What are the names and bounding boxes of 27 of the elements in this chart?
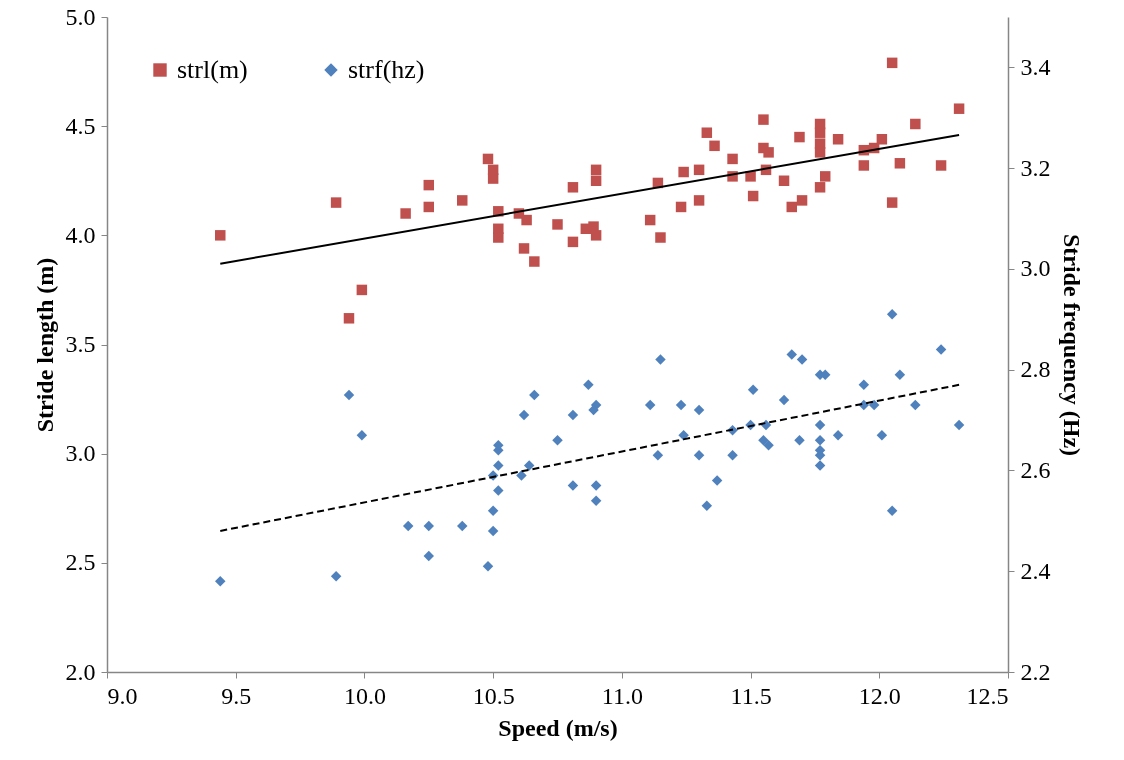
y-tick-label: 4.0 — [65, 221, 96, 248]
y2-tick-label: 3.2 — [1020, 154, 1051, 181]
y2-tick-label: 3.4 — [1020, 53, 1051, 80]
x-tick-label: 12.5 — [966, 682, 1009, 709]
x-tick-label: 10.5 — [472, 682, 515, 709]
y-tick-label: 3.5 — [65, 331, 96, 357]
x-tick-label: 12.0 — [858, 682, 901, 709]
y-tick-label: 4.5 — [65, 112, 96, 139]
x-tick-label: 9.5 — [221, 682, 252, 709]
y-tick-label: 2.5 — [65, 549, 96, 576]
y-tick-label: 5.0 — [65, 3, 96, 30]
y2-tick-label: 3.0 — [1020, 255, 1051, 282]
x-tick-label: 11.5 — [730, 682, 772, 709]
y2-axis-title: Stride frequency (Hz) — [1058, 233, 1085, 457]
legend-label: strf(hz) — [348, 55, 425, 84]
x-tick-label: 9.0 — [107, 682, 138, 709]
y2-tick-label: 2.8 — [1020, 356, 1051, 383]
y-axis-title: Stride length (m) — [31, 257, 58, 433]
y2-tick-label: 2.4 — [1020, 557, 1051, 584]
x-axis-title: Speed (m/s) — [498, 714, 618, 741]
y-tick-label: 2.0 — [65, 658, 96, 685]
x-tick-label: 10.0 — [343, 682, 386, 709]
legend-label: strl(m) — [177, 55, 248, 84]
y2-tick-label: 2.6 — [1020, 456, 1051, 483]
y2-tick-label: 2.2 — [1020, 658, 1051, 685]
x-tick-label: 11.0 — [601, 682, 643, 709]
y-tick-label: 3.0 — [65, 440, 96, 467]
